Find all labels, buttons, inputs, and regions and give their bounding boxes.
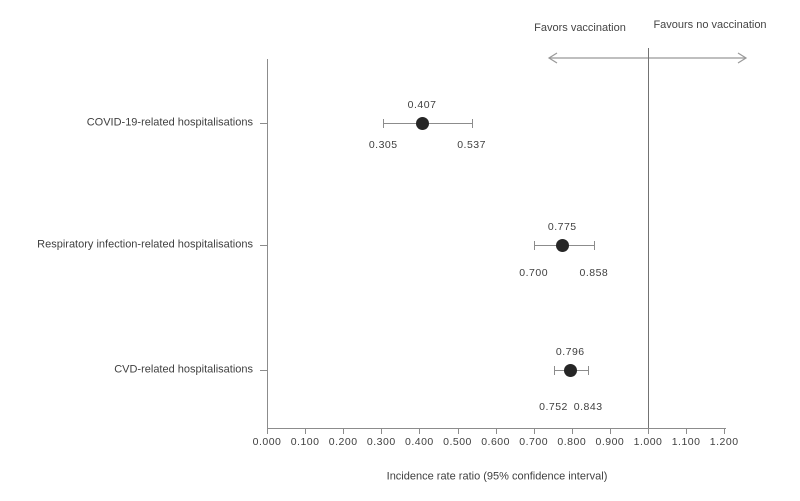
ci-cap-high [588, 366, 590, 375]
x-axis-tick [648, 428, 649, 434]
x-axis-tick [267, 428, 268, 434]
x-axis-tick-label: 0.000 [252, 435, 282, 448]
direction-arrow-icon [547, 52, 748, 64]
estimate-value-label: 0.775 [547, 220, 577, 233]
x-axis-tick-label: 0.600 [481, 435, 510, 448]
x-axis-tick-label: 0.400 [405, 435, 434, 448]
estimate-value-label: 0.407 [407, 98, 437, 111]
x-axis-tick [381, 428, 383, 434]
x-axis-tick [419, 428, 421, 434]
ci-cap-low [383, 119, 385, 128]
x-axis-tick-label: 1.200 [709, 435, 739, 448]
category-axis-tick [260, 245, 267, 246]
x-axis-tick-label: 0.100 [290, 435, 320, 448]
ci-cap-high [593, 241, 595, 250]
category-axis-tick [260, 370, 267, 371]
ci-high-value-label: 0.858 [579, 266, 609, 279]
x-axis-tick-label: 1.000 [633, 435, 663, 448]
ci-high-value-label: 0.843 [573, 400, 603, 413]
x-axis-tick-label: 0.800 [557, 435, 587, 448]
category-label: COVID-19-related hospitalisations [86, 116, 253, 129]
category-label: CVD-related hospitalisations [114, 363, 253, 376]
x-axis-tick [533, 428, 535, 434]
category-axis-tick [260, 123, 267, 124]
estimate-marker [415, 116, 429, 130]
x-axis-tick [305, 428, 307, 434]
ci-low-value-label: 0.700 [519, 266, 549, 279]
reference-line-1.0 [648, 48, 649, 428]
x-axis-tick-label: 0.700 [519, 435, 549, 448]
ci-low-value-label: 0.752 [539, 400, 568, 413]
ci-cap-high [471, 119, 473, 128]
ci-cap-low [533, 241, 535, 250]
ci-high-value-label: 0.537 [457, 138, 486, 151]
x-axis-tick [495, 428, 497, 434]
x-axis-title: Incidence rate ratio (95% confidence int… [386, 470, 608, 483]
y-axis-line [267, 59, 268, 428]
x-axis-tick [571, 428, 573, 434]
x-axis-tick [343, 428, 345, 434]
estimate-marker [555, 238, 569, 252]
ci-low-value-label: 0.305 [368, 138, 398, 151]
x-axis-tick-label: 0.900 [595, 435, 625, 448]
x-axis-tick [724, 428, 726, 434]
x-axis-tick-label: 0.200 [328, 435, 358, 448]
category-label: Respiratory infection-related hospitalis… [37, 238, 253, 251]
estimate-value-label: 0.796 [555, 345, 585, 358]
x-axis-tick [457, 428, 459, 434]
ci-cap-low [553, 366, 555, 375]
x-axis-tick-label: 0.500 [443, 435, 472, 448]
x-axis-tick-label: 1.100 [671, 435, 701, 448]
x-axis-tick [686, 428, 688, 434]
direction-label-favors-vaccination: Favors vaccination [534, 22, 626, 34]
x-axis-tick [609, 428, 611, 434]
direction-label-favours-no-vaccination: Favours no vaccination [653, 19, 767, 31]
x-axis-tick-label: 0.300 [366, 435, 396, 448]
estimate-marker [563, 363, 577, 377]
